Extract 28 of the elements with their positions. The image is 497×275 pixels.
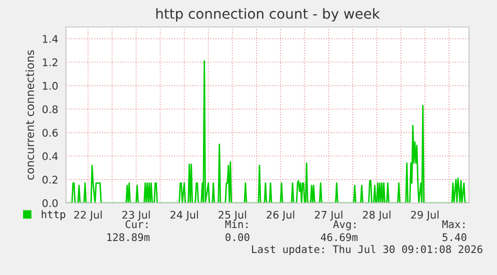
x-tick-label: 22 Jul [74, 210, 102, 221]
text: Avg: [333, 220, 356, 230]
x-tick-label: 28 Jul [362, 210, 390, 221]
x-tick-label: 26 Jul [266, 210, 294, 221]
text: Last update: Thu Jul 30 09:01:08 2026 [252, 245, 482, 256]
text: 128.89m [107, 233, 150, 242]
legend-label: http [42, 210, 66, 220]
text: 46.69m [320, 233, 358, 242]
y-tick-label: 1.2 [42, 58, 58, 66]
text: 5.40 [442, 233, 466, 242]
y-tick-label: 0.4 [42, 152, 58, 160]
y-axis-title: concurrent connections [25, 50, 34, 180]
x-tick-label: 25 Jul [218, 210, 246, 221]
x-tick-label: 23 Jul [122, 210, 150, 221]
x-tick-label: 27 Jul [314, 210, 342, 221]
y-tick-label: 0.8 [42, 105, 58, 114]
text: Cur: [126, 220, 148, 228]
y-tick-label: 1.0 [42, 82, 58, 90]
x-tick-label: 29 Jul [411, 210, 438, 221]
chart-title: http connection count - by week [156, 8, 380, 22]
text: Max: [442, 220, 464, 228]
y-tick-label: 0.2 [42, 176, 58, 184]
x-tick-label: 24 Jul [170, 210, 198, 221]
y-tick-label: 1.4 [42, 35, 58, 43]
y-tick-label: 0.0 [42, 199, 58, 208]
y-tick-label: 0.6 [42, 128, 58, 137]
text: 0.00 [226, 233, 250, 242]
text: Min: [225, 220, 248, 228]
